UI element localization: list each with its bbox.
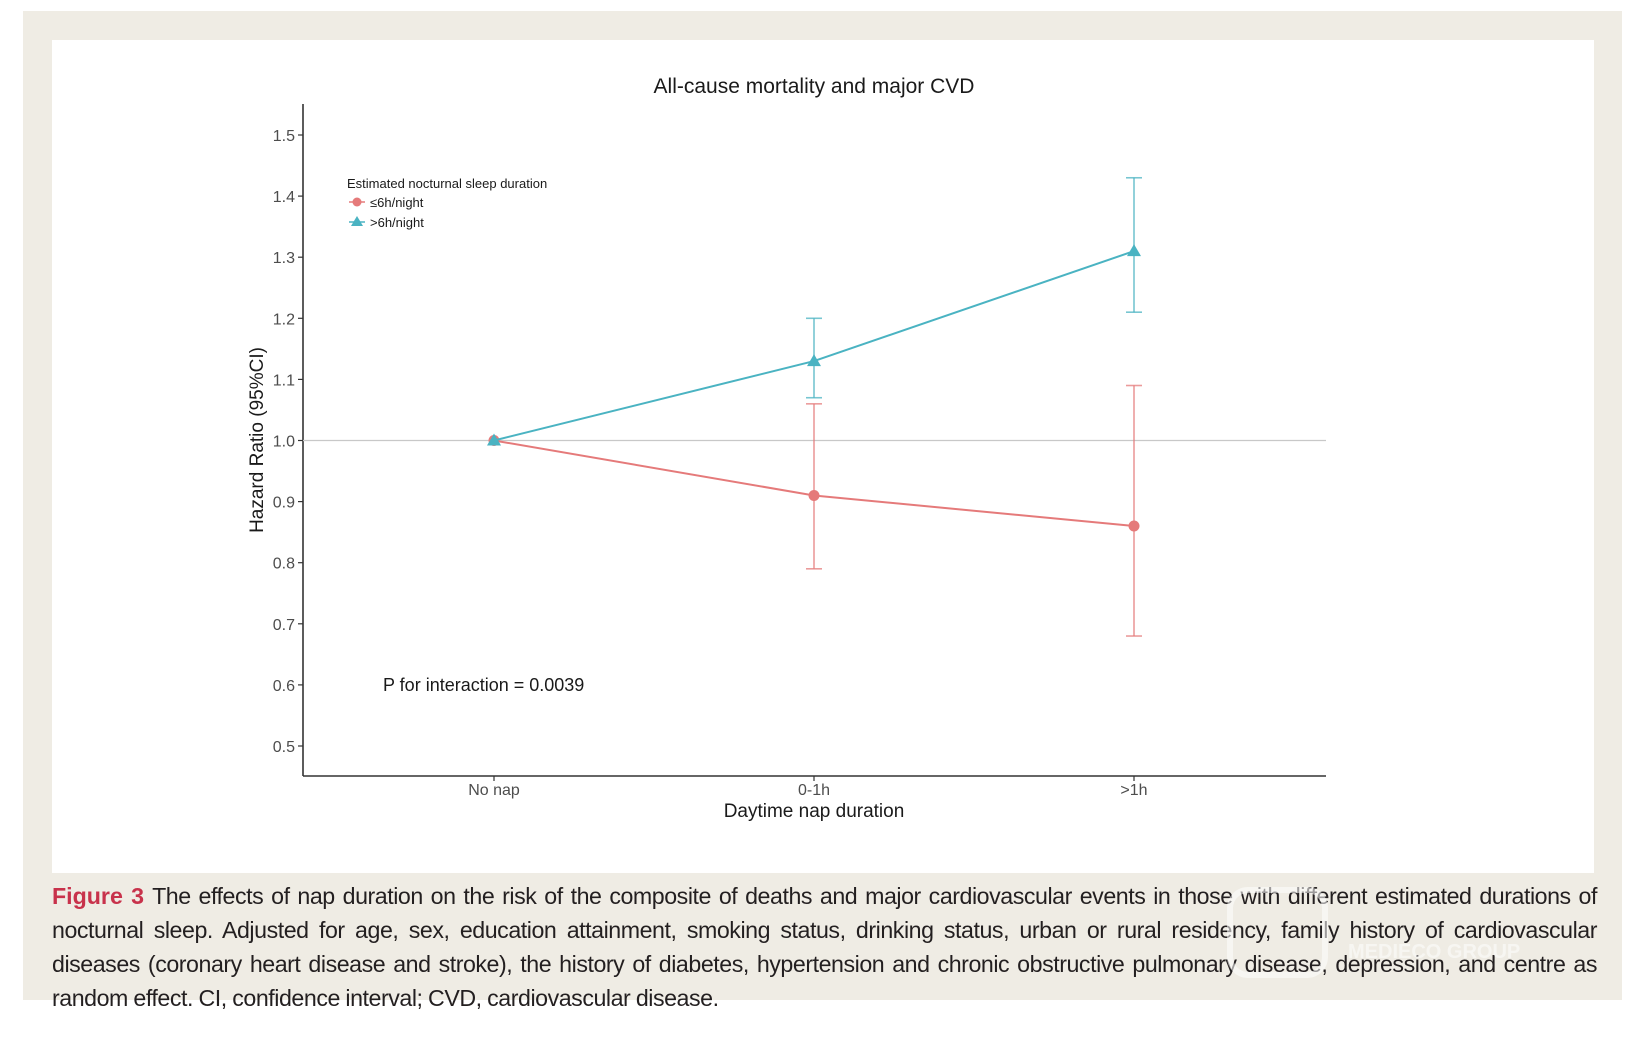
y-tick-label: 1.5 (273, 128, 295, 145)
legend-entry-long: >6h/night (370, 215, 424, 230)
x-tick-label: No nap (468, 782, 520, 799)
legend: Estimated nocturnal sleep duration ≤6h/n… (347, 176, 547, 230)
x-axis-ticks: No nap 0-1h >1h (468, 776, 1148, 799)
y-tick-label: 0.8 (273, 556, 295, 573)
legend-marker-triangle-icon (351, 216, 363, 226)
y-tick-label: 1.3 (273, 250, 295, 267)
p-interaction-annotation: P for interaction = 0.0039 (383, 675, 584, 695)
y-tick-label: 1.0 (273, 434, 295, 451)
chart-title: All-cause mortality and major CVD (654, 75, 975, 98)
x-axis-label: Daytime nap duration (724, 801, 905, 822)
figure-caption: Figure 3 The effects of nap duration on t… (52, 879, 1597, 1015)
y-axis-label: Hazard Ratio (95%CI) (247, 347, 268, 533)
caption-text: The effects of nap duration on the risk … (52, 883, 1597, 1011)
y-tick-label: 0.6 (273, 678, 295, 695)
caption-label: Figure 3 (52, 883, 145, 909)
chart: All-cause mortality and major CVD 0.5 0.6… (247, 75, 1326, 822)
figure-frame: All-cause mortality and major CVD 0.5 0.6… (23, 11, 1622, 1011)
y-tick-label: 1.1 (273, 372, 295, 389)
series-layer (487, 176, 1142, 637)
y-tick-label: 0.7 (273, 617, 295, 634)
chart-panel: All-cause mortality and major CVD 0.5 0.6… (52, 40, 1594, 873)
data-point-triangle (807, 354, 821, 367)
legend-title: Estimated nocturnal sleep duration (347, 176, 547, 191)
legend-entry-short: ≤6h/night (370, 195, 424, 210)
data-point-triangle (1127, 244, 1141, 257)
y-tick-label: 0.9 (273, 495, 295, 512)
series-long-sleep (487, 176, 1142, 446)
x-tick-label: 0-1h (798, 782, 830, 799)
x-tick-label: >1h (1120, 782, 1147, 799)
y-tick-label: 1.4 (273, 189, 295, 206)
data-point-triangle (487, 433, 501, 446)
data-point-circle (1128, 520, 1140, 532)
data-point-circle (808, 489, 820, 501)
y-tick-label: 0.5 (273, 739, 295, 756)
y-tick-label: 1.2 (273, 311, 295, 328)
series-short-sleep (488, 384, 1142, 637)
y-axis-ticks: 0.5 0.6 0.7 0.8 0.9 1.0 1.1 1.2 1.3 1.4 1.5 (273, 128, 303, 756)
